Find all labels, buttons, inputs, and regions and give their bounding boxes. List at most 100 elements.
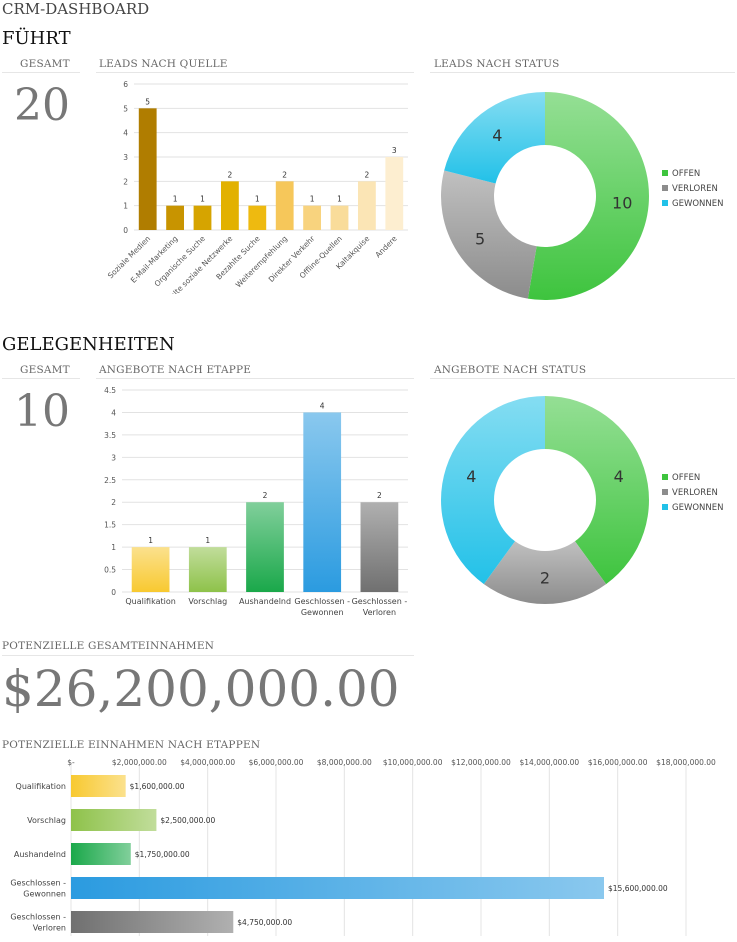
leads-by-status-chart: 10 5 4 OFFEN VERLOREN GEWONNEN [440,92,724,300]
data-label: $1,750,000.00 [135,850,190,859]
y-tick-label: 4 [111,408,116,417]
y-tick-label: 4 [123,129,128,138]
y-tick-label: 1 [111,543,116,552]
y-tick-label: 3.5 [104,431,116,440]
slice-value-label: 4 [492,126,502,145]
slice-value-label: 2 [540,569,550,588]
data-label: 2 [228,170,233,179]
x-tick-label: Vorschlag [188,597,227,606]
data-label: 2 [377,491,382,500]
y-tick-label: Geschlossen - [10,879,66,888]
legend-label: GEWONNEN [672,503,724,513]
donut-slice [527,92,649,300]
legend-label: OFFEN [672,169,700,179]
data-label: $15,600,000.00 [608,884,668,893]
bar [138,108,157,230]
revenue-total-value: $26,200,000.00 [2,660,400,718]
offers-by-status-chart: 4 2 4 OFFEN VERLOREN GEWONNEN [440,396,724,604]
bar [246,502,284,592]
slice-value-label: 4 [614,467,624,486]
data-label: 2 [263,491,268,500]
x-tick-label: $18,000,000.00 [656,758,716,767]
y-tick-label: Aushandelnd [14,850,66,859]
y-tick-label: 0.5 [104,566,116,575]
opportunities-total-value: 10 [14,386,70,437]
y-tick-label: Qualifikation [16,782,66,791]
bar [303,205,322,230]
leads-by-source-label: LEADS NACH QUELLE [99,58,228,70]
opportunities-total-label: GESAMT [20,364,70,376]
leads-total-label: GESAMT [20,58,70,70]
data-label: $2,500,000.00 [160,816,215,825]
revenue-by-stage-chart: $- $2,000,000.00 $4,000,000.00 $6,000,000.0… [10,758,716,936]
revenue-by-stage-label: POTENZIELLE EINNAHMEN NACH ETAPPEN [2,739,261,751]
data-label: 1 [205,536,210,545]
legend-swatch [662,200,668,206]
slice-value-label: 4 [466,467,476,486]
revenue-total-label: POTENZIELLE GESAMTEINNAHMEN [2,640,215,652]
y-tick-label: Verloren [33,924,66,933]
bar [303,412,342,592]
leads-section-title: FÜHRT [2,28,71,49]
y-tick-label: 2 [111,498,116,507]
y-tick-label: 3 [123,153,128,162]
bar [275,181,294,230]
x-tick-label: $10,000,000.00 [383,758,443,767]
data-label: $4,750,000.00 [237,918,292,927]
slice-value-label: 10 [612,193,632,212]
x-tick-label: $2,000,000.00 [112,758,167,767]
x-tick-label: $8,000,000.00 [317,758,372,767]
data-label: 2 [365,170,370,179]
y-tick-label: 0 [111,588,116,597]
y-tick-label: 6 [123,80,128,89]
x-tick-label: $6,000,000.00 [249,758,304,767]
offers-by-status-label: ANGEBOTE NACH STATUS [434,364,587,376]
offers-by-stage-chart: 0 0.5 1 1.5 2 2.5 3 3.5 4 4.5 1 Qualifikation 1 Vorsc… [104,386,408,617]
legend-swatch [662,504,668,510]
leads-by-status-label: LEADS NACH STATUS [434,58,560,70]
x-tick-label: Weiterempfehlung [234,234,289,289]
donut-slice [444,92,545,184]
legend-swatch [662,185,668,191]
donut-slice [440,170,537,299]
x-tick-label: Direkter Verkehr [267,233,318,284]
y-tick-label: 3 [111,453,116,462]
data-label: 4 [320,401,325,410]
data-label: 1 [310,195,315,204]
legend-label: VERLOREN [672,184,718,194]
y-tick-label: Gewonnen [23,890,66,899]
y-tick-label: 0 [123,226,128,235]
y-tick-label: Geschlossen - [10,913,66,922]
divider [2,72,80,73]
x-tick-label: $12,000,000.00 [451,758,511,767]
divider [430,72,735,73]
data-label: 2 [282,170,287,179]
divider [2,655,414,656]
x-tick-label: $4,000,000.00 [180,758,235,767]
bar [220,181,239,230]
x-tick-label: Geschlossen - [352,597,408,606]
donut-slice [483,541,607,604]
bar [71,843,131,865]
bar [166,205,185,230]
bar [330,205,349,230]
x-tick-label: Andere [373,234,399,260]
bar [71,877,604,899]
x-tick-label: $16,000,000.00 [588,758,648,767]
data-label: 1 [148,536,153,545]
data-label: 1 [255,195,260,204]
data-label: 1 [200,195,205,204]
y-tick-label: 5 [123,104,128,113]
legend-swatch [662,489,668,495]
bar [385,157,404,230]
legend-label: OFFEN [672,473,700,483]
y-tick-label: 2.5 [104,476,116,485]
x-tick-label: E-Mail-Marketing [129,234,180,285]
legend-swatch [662,170,668,176]
x-tick-label: Qualifikation [125,597,175,606]
bar [131,547,170,592]
x-tick-label: Verloren [363,608,396,617]
legend-label: VERLOREN [672,488,718,498]
y-tick-label: 2 [123,177,128,186]
